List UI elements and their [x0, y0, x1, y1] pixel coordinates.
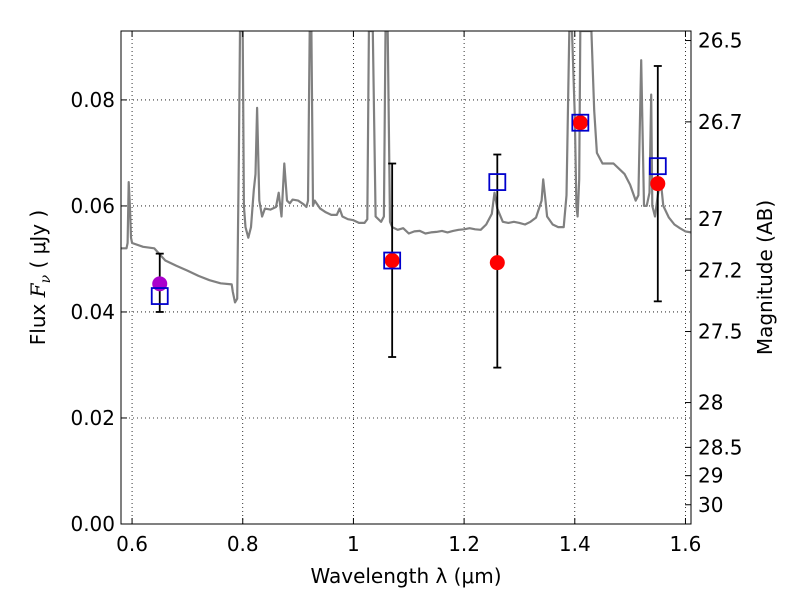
observed-point: [572, 115, 588, 131]
right-tick-label: 26.5: [698, 29, 743, 53]
plot-area: [121, 31, 691, 369]
y-axis-label-post: ( μJy ): [26, 210, 50, 275]
y-axis-label-symbol: F: [26, 282, 50, 298]
model-point: [488, 173, 507, 191]
y-tick-label: 0.06: [70, 194, 115, 218]
right-tick-label: 29: [698, 464, 723, 488]
x-tick-label: 0.6: [116, 532, 148, 556]
model-point: [150, 287, 169, 305]
y-axis-label-subscript: ν: [38, 274, 54, 283]
y-tick-label: 0.02: [70, 406, 115, 430]
y-tick-label: 0.08: [70, 88, 115, 112]
spectrum-line: [121, 31, 691, 304]
model-point: [571, 113, 590, 132]
x-tick-label: 1: [347, 532, 360, 556]
y-axis-label: Flux Fν ( μJy ): [26, 210, 54, 345]
x-tick-label: 1.4: [559, 532, 591, 556]
right-axis-label: Magnitude (AB): [753, 200, 777, 355]
right-tick-label: 27: [698, 207, 723, 231]
right-tick-label: 28: [698, 391, 723, 415]
plot-frame: [120, 30, 692, 525]
model-point: [648, 157, 667, 176]
axis-ticks: 0.6 0.8 1 1.2 1.4 1.6 0.00 0.02 0.04 0.06 0.08 26.5…: [70, 29, 742, 556]
x-axis-label: Wavelength λ (μm): [310, 564, 501, 588]
right-tick-label: 30: [698, 493, 723, 517]
grid-lines: [121, 31, 691, 525]
observed-point: [489, 255, 505, 271]
x-tick-label: 1.2: [448, 532, 480, 556]
right-tick-label: 28.5: [698, 435, 743, 459]
observed-point: [384, 253, 400, 269]
y-tick-label: 0.00: [70, 512, 115, 536]
observed-point: [152, 276, 168, 292]
y-axis-label-pre: Flux: [26, 297, 50, 345]
x-tick-label: 0.8: [227, 532, 259, 556]
y-tick-label: 0.04: [70, 300, 115, 324]
x-tick-label: 1.6: [670, 532, 702, 556]
right-tick-label: 27.5: [698, 320, 743, 344]
model-point: [383, 251, 402, 270]
right-tick-label: 27.2: [698, 258, 743, 282]
right-tick-label: 26.7: [698, 110, 743, 134]
observed-point: [650, 176, 666, 192]
